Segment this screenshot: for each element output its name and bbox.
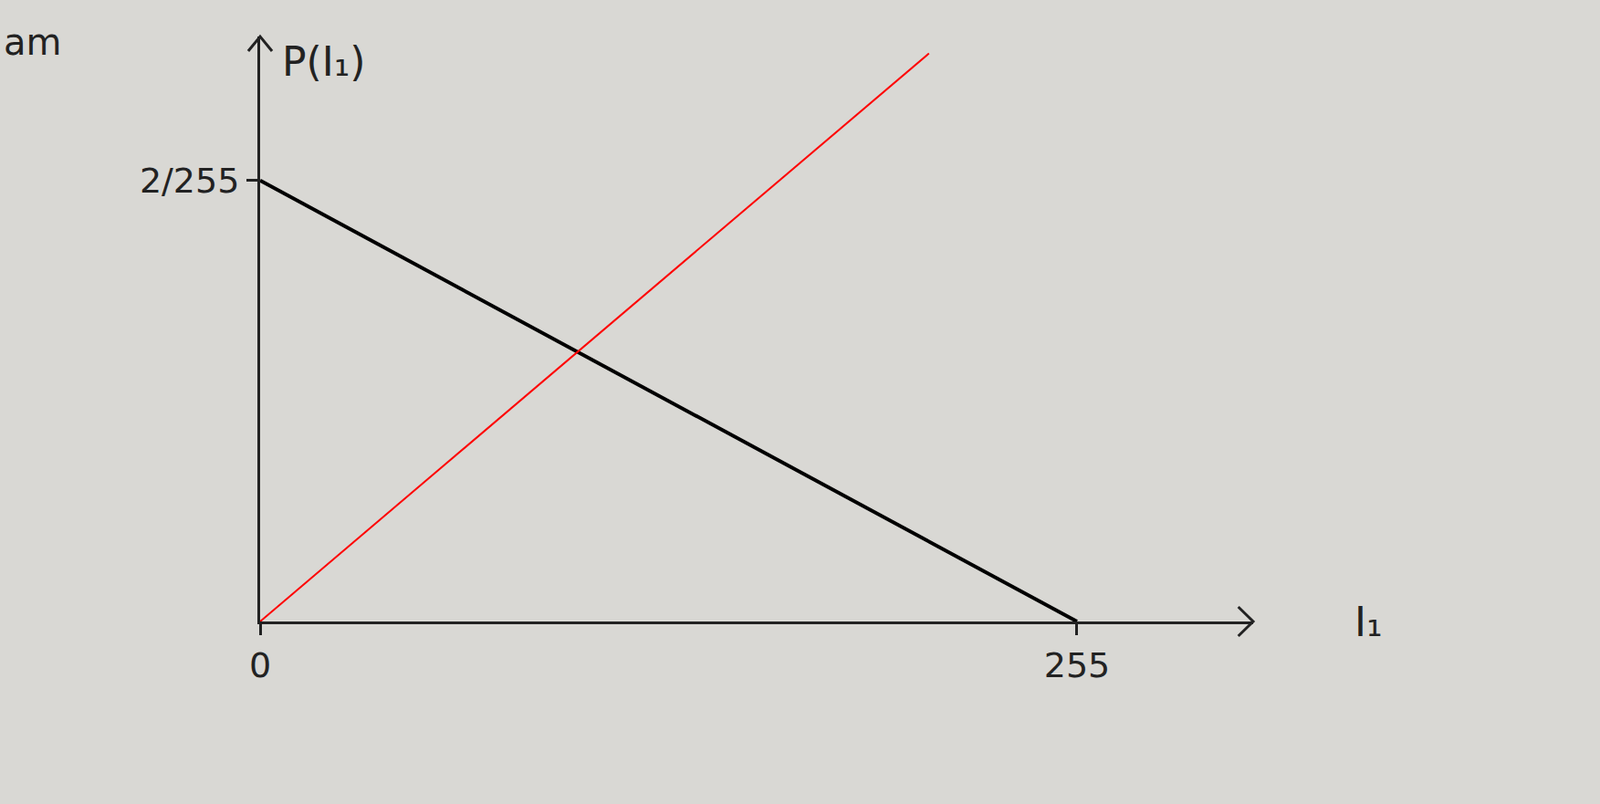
svg-text:255: 255 — [1044, 645, 1111, 686]
svg-text:am: am — [3, 20, 62, 63]
svg-text:P(I₁): P(I₁) — [282, 38, 366, 85]
svg-text:2/255: 2/255 — [139, 160, 241, 201]
svg-text:I₁: I₁ — [1354, 598, 1383, 646]
svg-text:0: 0 — [249, 645, 272, 686]
